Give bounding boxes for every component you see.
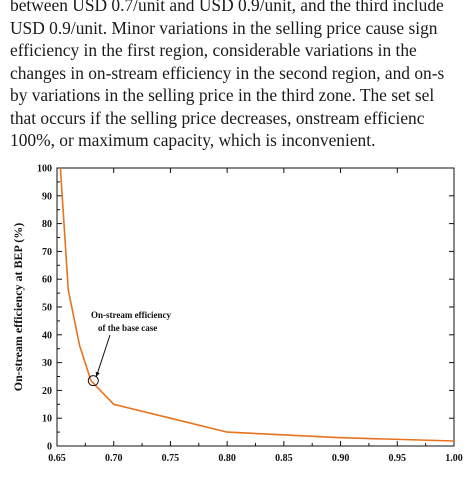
y-tick-label: 60 [42, 275, 52, 286]
y-tick-label: 90 [42, 191, 52, 202]
annotation-arrow [95, 334, 111, 377]
y-tick-label: 0 [47, 442, 52, 453]
paragraph-line: that occurs if the selling price decreas… [10, 107, 425, 128]
base-case-marker [87, 375, 99, 387]
paragraph-line: by variations in the selling price in th… [10, 85, 435, 105]
x-tick-label: 0.90 [332, 453, 350, 464]
y-tick-label: 10 [42, 414, 52, 425]
y-tick-label: 100 [37, 164, 52, 175]
annotation-label-line1: On-stream efficiency [91, 310, 172, 320]
paragraph-text: between USD 0.7/unit and USD 0.9/unit, a… [10, 0, 474, 152]
x-tick-label: 1.00 [445, 453, 463, 464]
y-tick-label: 20 [42, 386, 52, 397]
paragraph-line: changes in on-stream efficiency in the s… [10, 62, 445, 83]
paragraph-line: USD 0.9/unit. Minor variations in the se… [10, 17, 438, 38]
y-tick-label: 50 [42, 303, 52, 314]
x-tick-label: 0.85 [275, 453, 293, 464]
x-tick-label: 0.80 [218, 453, 236, 464]
series-line [59, 167, 455, 442]
y-tick-label: 80 [42, 219, 52, 230]
paragraph-line: efficiency in the first region, consider… [10, 40, 417, 60]
y-axis-title: On-stream efficiency at BEP (%) [11, 223, 25, 391]
y-tick-label: 40 [42, 330, 52, 341]
y-tick-label: 70 [42, 247, 52, 258]
x-tick-label: 0.70 [105, 453, 123, 464]
paragraph-line: 100%, or maximum capacity, which is inco… [10, 130, 376, 150]
annotation-arrowhead [95, 371, 100, 377]
x-tick-label: 0.65 [48, 453, 66, 464]
annotation-label-line2: of the base case [98, 323, 157, 333]
x-tick-label: 0.95 [389, 453, 407, 464]
paragraph-line: between USD 0.7/unit and USD 0.9/unit, a… [10, 0, 444, 15]
y-tick-label: 30 [42, 358, 52, 369]
chart-figure: 0.65 0.70 0.75 0.80 0.85 0.90 0.95 1.00 0 10 20 30 4… [0, 150, 474, 474]
x-tick-label: 0.75 [162, 453, 180, 464]
line-chart: 0.65 0.70 0.75 0.80 0.85 0.90 0.95 1.00 0 10 20 30 4… [11, 164, 463, 465]
